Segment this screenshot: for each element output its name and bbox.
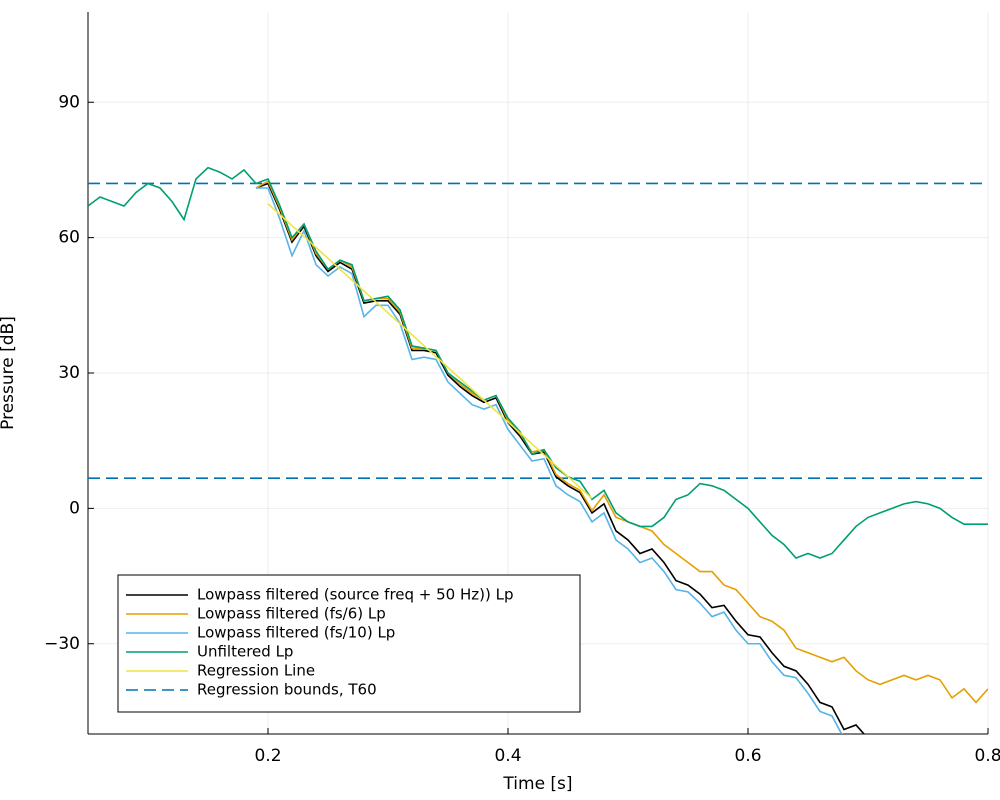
legend-label: Lowpass filtered (source freq + 50 Hz)) … (197, 586, 514, 604)
y-tick-label: 60 (58, 228, 80, 248)
x-tick-label: 0.2 (254, 746, 281, 766)
legend-label: Lowpass filtered (fs/6) Lp (197, 605, 386, 623)
y-axis-label: Pressure [dB] (0, 316, 18, 430)
x-tick-label: 0.4 (494, 746, 521, 766)
x-tick-label: 0.8 (974, 746, 1000, 766)
legend-label: Regression Line (197, 662, 315, 680)
legend-label: Unfiltered Lp (197, 643, 293, 661)
x-axis-label: Time [s] (502, 774, 572, 794)
legend-label: Regression bounds, T60 (197, 681, 377, 699)
series-line (267, 203, 593, 500)
legend-box (117, 574, 581, 713)
plot-area (88, 166, 988, 734)
y-tick-label: 0 (69, 498, 80, 518)
x-tick-label: 0.6 (734, 746, 761, 766)
y-tick-label: 30 (58, 363, 80, 383)
y-tick-label: −30 (44, 634, 80, 654)
series-line (256, 187, 843, 734)
y-tick-label: 90 (58, 92, 80, 112)
series-line (88, 166, 988, 559)
legend-label: Lowpass filtered (fs/10) Lp (197, 624, 395, 642)
legend: Lowpass filtered (source freq + 50 Hz)) … (117, 574, 581, 713)
